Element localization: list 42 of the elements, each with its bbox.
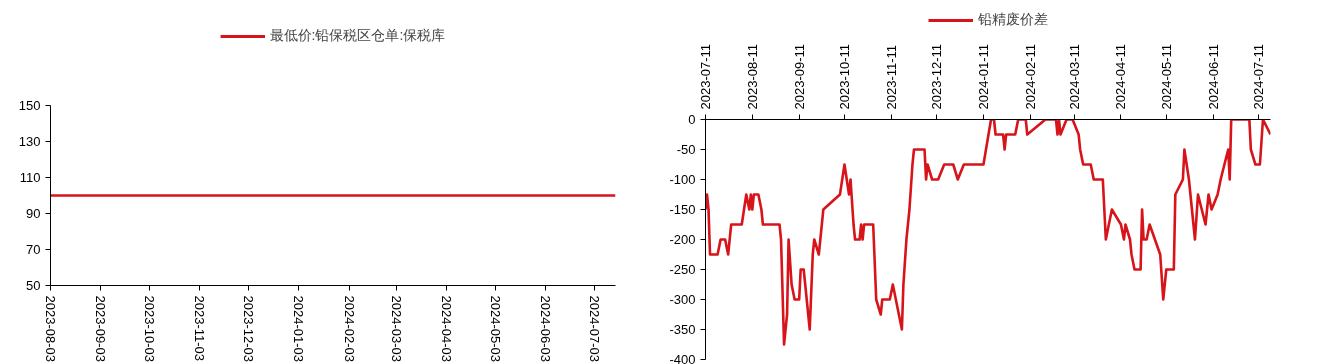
x-tick-label: 2023-09-03 xyxy=(93,295,109,362)
x-tick-label: 2024-06-11 xyxy=(1205,43,1221,110)
x-tick-label: 2024-01-03 xyxy=(291,295,307,362)
x-tick-label: 2023-08-11 xyxy=(744,43,760,110)
x-tick-label: 2023-10-11 xyxy=(836,43,852,110)
x-tick-label: 2023-12-11 xyxy=(929,43,945,110)
x-tick-label: 2024-03-03 xyxy=(388,295,404,362)
x-tick-label: 2023-11-03 xyxy=(192,295,208,362)
x-tick-label: 2024-02-11 xyxy=(1022,43,1038,110)
x-tick-label: 2024-07-03 xyxy=(586,295,602,362)
x-tick-label: 2024-05-11 xyxy=(1158,43,1174,110)
y-tick-label: -200 xyxy=(669,232,696,247)
y-tick-label: 150 xyxy=(18,98,41,113)
y-tick-label: -50 xyxy=(676,142,696,157)
y-tick-label: 110 xyxy=(19,170,41,185)
x-tick-label: 2024-06-03 xyxy=(538,295,554,362)
y-tick-label: -400 xyxy=(669,352,696,364)
x-tick-label: 2024-04-11 xyxy=(1113,43,1129,110)
y-tick-label: 0 xyxy=(688,112,696,127)
x-tick-label: 2024-03-11 xyxy=(1066,43,1082,110)
x-tick-label: 2024-04-03 xyxy=(439,295,455,362)
legend-label: 铅精废价差 xyxy=(977,11,1048,29)
x-tick-label: 2023-10-03 xyxy=(142,295,158,362)
x-tick-label: 2023-09-11 xyxy=(791,43,807,110)
y-tick-label: -250 xyxy=(669,262,696,277)
y-tick-label: -300 xyxy=(669,292,696,307)
x-tick-label: 2024-02-03 xyxy=(341,295,357,362)
y-tick-label: -100 xyxy=(669,172,696,187)
y-tick-label: 50 xyxy=(26,278,41,293)
x-tick-label: 2024-01-11 xyxy=(975,43,991,110)
x-tick-label: 2023-08-03 xyxy=(43,295,58,362)
y-tick-label: 130 xyxy=(18,134,41,149)
y-tick-label: 70 xyxy=(26,242,41,257)
x-tick-label: 2024-05-03 xyxy=(487,295,503,362)
legend-label: 最低价:铅保税区仓单:保税库 xyxy=(269,27,446,45)
y-tick-label: 90 xyxy=(26,206,41,221)
x-tick-label: 2024-07-11 xyxy=(1250,43,1266,110)
x-tick-label: 2023-12-03 xyxy=(241,295,257,362)
x-tick-label: 2023-11-11 xyxy=(883,44,899,110)
x-tick-label: 2023-07-11 xyxy=(698,43,713,110)
y-tick-label: -150 xyxy=(669,202,696,217)
y-tick-label: -350 xyxy=(669,322,696,337)
